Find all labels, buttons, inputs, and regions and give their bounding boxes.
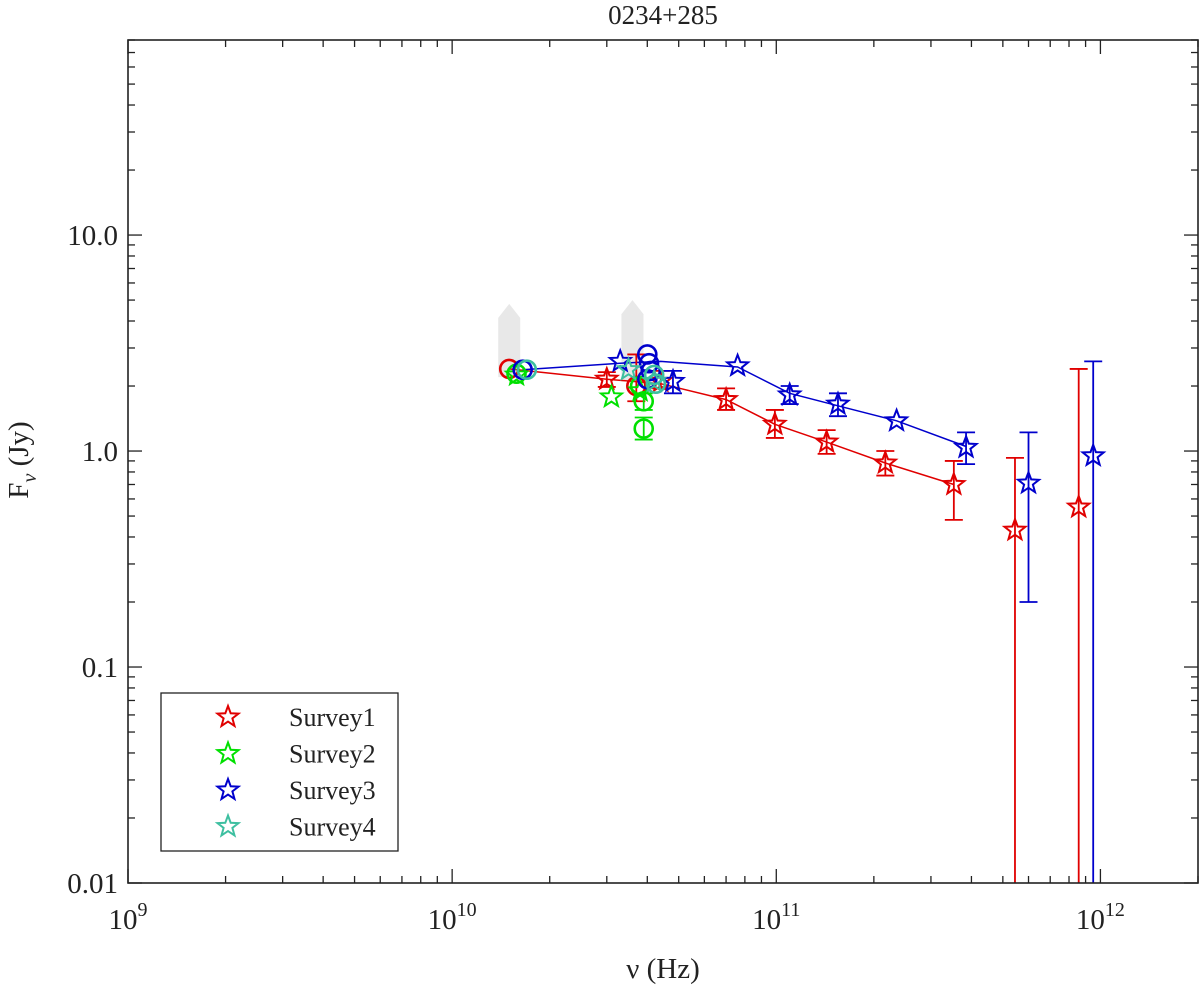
data-point-star bbox=[1079, 441, 1107, 467]
data-point-star bbox=[776, 381, 803, 407]
data-point-star bbox=[761, 410, 788, 436]
legend-marker-survey1 bbox=[214, 703, 242, 729]
y-tick-label: 10.0 bbox=[67, 220, 118, 252]
legend-label-survey2: Survey2 bbox=[289, 740, 376, 769]
data-point-star bbox=[598, 383, 625, 409]
data-point-star bbox=[615, 355, 642, 381]
y-tick-label: 0.1 bbox=[82, 652, 118, 684]
legend-marker-survey3 bbox=[214, 776, 242, 802]
data-point-circle bbox=[643, 364, 665, 386]
series-line-survey1 bbox=[509, 368, 955, 486]
data-point-star bbox=[1065, 493, 1092, 519]
data-point-star bbox=[640, 367, 668, 393]
data-point-star bbox=[712, 385, 740, 411]
y-tick-label: 1.0 bbox=[82, 436, 118, 468]
y-tick-label: 0.01 bbox=[67, 868, 118, 900]
legend-label-survey1: Survey1 bbox=[289, 703, 376, 732]
legend: Survey1 Survey2 Survey3 Survey4 bbox=[160, 692, 399, 852]
x-tick-label: 1011 bbox=[752, 899, 800, 936]
data-point-star bbox=[940, 470, 968, 496]
plot-area: 109 1010 1011 1012 0.01 0.1 1.0 10.0 bbox=[67, 39, 1199, 936]
data-point-star bbox=[824, 390, 852, 416]
data-point-star bbox=[1015, 469, 1042, 495]
data-point-star bbox=[1001, 516, 1029, 542]
x-tick-label: 1012 bbox=[1076, 899, 1125, 936]
legend-label-survey4: Survey4 bbox=[289, 813, 376, 842]
legend-box bbox=[160, 692, 399, 852]
legend-marker-survey2 bbox=[214, 739, 242, 765]
data-point-star bbox=[952, 433, 980, 459]
x-tick-label: 109 bbox=[109, 899, 148, 936]
data-point-star bbox=[883, 406, 910, 433]
legend-label-survey3: Survey3 bbox=[289, 776, 376, 805]
data-point-star bbox=[503, 361, 530, 387]
data-point-circle bbox=[638, 352, 660, 374]
legend-marker-survey4 bbox=[214, 812, 242, 838]
y-axis-label: Fν (Jy) bbox=[3, 421, 41, 498]
chart-title: 0234+285 bbox=[608, 0, 718, 30]
upper-limit-arrow bbox=[498, 303, 521, 378]
data-point-star bbox=[724, 351, 751, 378]
data-point-circle bbox=[633, 418, 655, 439]
data-point-star bbox=[593, 365, 621, 391]
data-point-circle bbox=[516, 359, 538, 381]
data-point-star bbox=[872, 449, 899, 475]
data-point-star bbox=[813, 428, 840, 454]
x-tick-label: 1010 bbox=[428, 899, 477, 936]
x-axis-label: ν (Hz) bbox=[626, 953, 700, 985]
